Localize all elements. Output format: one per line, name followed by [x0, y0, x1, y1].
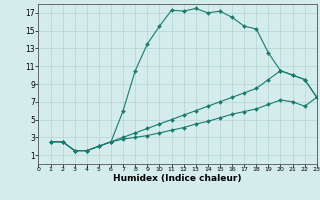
X-axis label: Humidex (Indice chaleur): Humidex (Indice chaleur)	[113, 174, 242, 183]
